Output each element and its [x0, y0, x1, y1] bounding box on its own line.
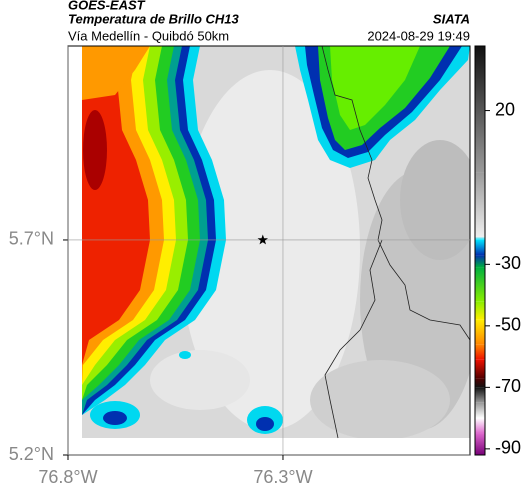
timestamp: 2024-08-29 19:49	[367, 28, 470, 43]
colorbar-segment	[475, 378, 485, 388]
colorbar-segment	[475, 239, 485, 256]
colorbar-segment	[475, 267, 485, 302]
cloud-band	[82, 46, 150, 100]
colorbar-segment	[475, 301, 485, 320]
station-marker	[257, 234, 268, 245]
colorbar-segment	[475, 319, 485, 345]
colorbar-segment	[475, 433, 485, 455]
colorbar-segment	[475, 402, 485, 419]
colorbar-segment	[475, 359, 485, 379]
cloud-core	[83, 110, 107, 190]
borders	[321, 45, 471, 439]
lon-tick-label: 76.3°W	[253, 467, 312, 487]
title: Temperatura de Brillo CH13	[68, 11, 240, 26]
colorbar-segment	[475, 236, 485, 240]
colorbar-tick-label: -70	[495, 376, 521, 396]
colorbar-segment	[475, 387, 485, 403]
lat-tick-label: 5.7°N	[9, 229, 54, 249]
colorbar-segment	[475, 418, 485, 434]
subtitle: Vía Medellín - Quibdó 50km	[68, 28, 229, 43]
lat-tick-label: 5.2°N	[9, 444, 54, 464]
colorbar-tick-label: -30	[495, 253, 521, 273]
colorbar-segment	[475, 344, 485, 360]
colorbar-segment	[475, 172, 485, 237]
colorbar-segment	[475, 46, 485, 173]
lon-tick-label: 76.8°W	[38, 467, 97, 487]
colorbar-tick-label: -50	[495, 315, 521, 335]
imagery	[82, 46, 470, 438]
colorbar-tick-label: 20	[495, 99, 515, 119]
colorbar-tick-label: -90	[495, 438, 521, 458]
org: SIATA	[433, 11, 470, 26]
source: GOES-EAST	[68, 0, 146, 12]
colorbar-segment	[475, 255, 485, 268]
colorbar-frame	[474, 45, 486, 456]
